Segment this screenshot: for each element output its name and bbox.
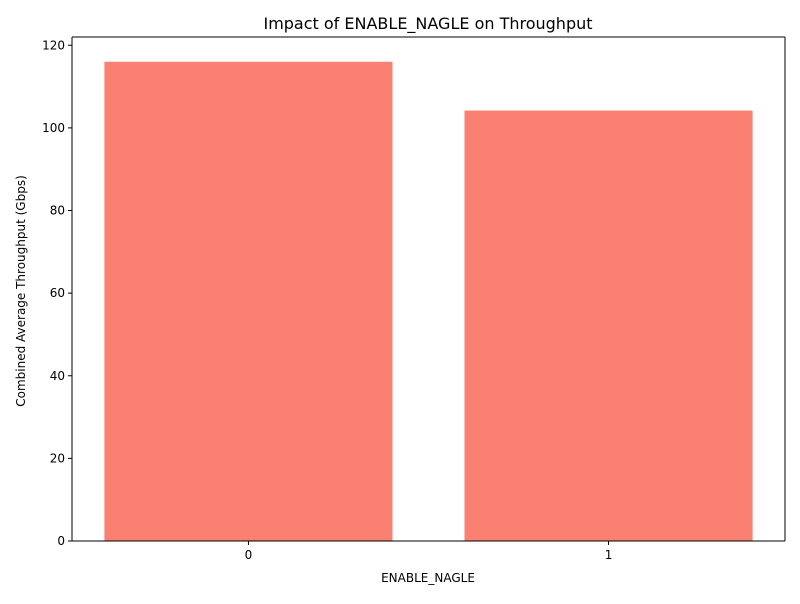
y-tick-label: 80 xyxy=(50,204,65,218)
x-tick-label: 0 xyxy=(245,548,253,562)
bar-1 xyxy=(464,110,753,541)
y-axis-label: Combined Average Throughput (Gbps) xyxy=(14,175,28,407)
bars-layer xyxy=(104,61,753,541)
bar-0 xyxy=(104,61,393,541)
y-tick-label: 20 xyxy=(50,451,65,465)
y-tick-label: 100 xyxy=(42,121,65,135)
x-axis-label: ENABLE_NAGLE xyxy=(381,571,475,585)
y-tick-label: 0 xyxy=(57,534,65,548)
ticks-layer: 0 20 40 60 80 100 120 0 1 xyxy=(42,38,612,562)
x-tick-label: 1 xyxy=(605,548,613,562)
y-tick-label: 60 xyxy=(50,286,65,300)
axes-layer xyxy=(71,36,786,542)
y-tick-label: 40 xyxy=(50,369,65,383)
y-tick-label: 120 xyxy=(42,38,65,52)
chart-title: Impact of ENABLE_NAGLE on Throughput xyxy=(263,14,592,34)
